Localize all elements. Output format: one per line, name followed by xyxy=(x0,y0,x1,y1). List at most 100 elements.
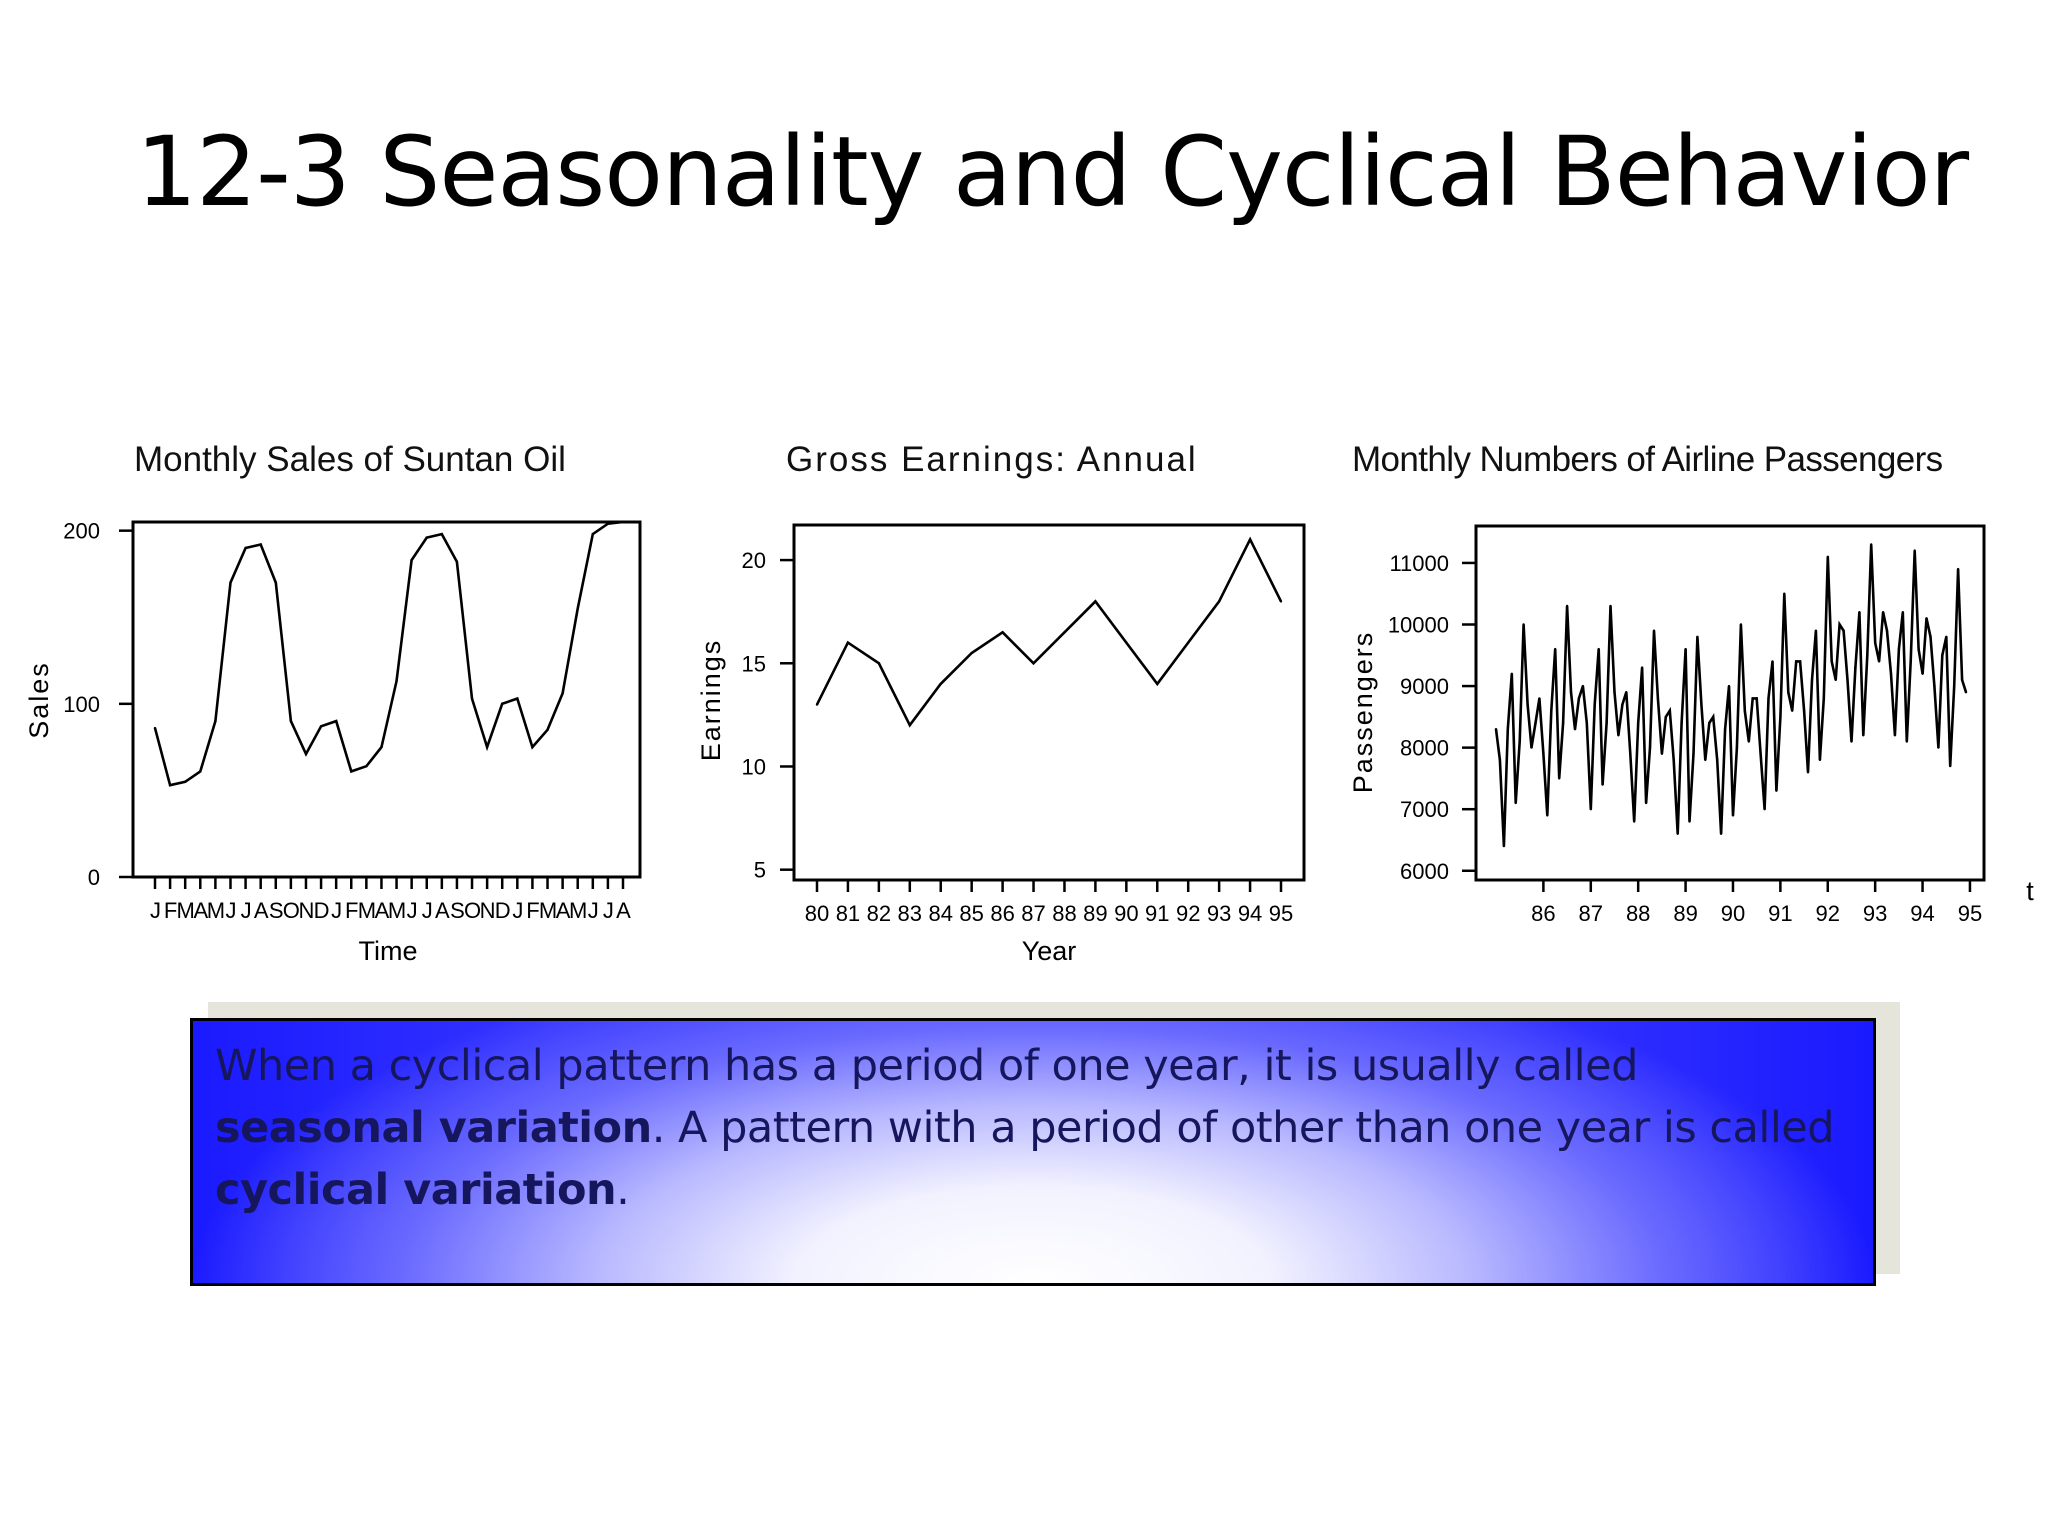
x-tick-label: J xyxy=(407,898,417,923)
data-point xyxy=(1941,654,1944,657)
y-tick-label: 10 xyxy=(742,754,766,779)
data-point xyxy=(621,520,625,524)
data-point xyxy=(1565,604,1569,608)
data-point xyxy=(1795,660,1798,663)
x-tick-label: A xyxy=(375,898,390,923)
data-point xyxy=(350,770,353,773)
data-point xyxy=(1755,697,1758,700)
x-tick-label: A xyxy=(556,898,571,923)
data-point xyxy=(259,543,262,546)
x-tick-label: 82 xyxy=(867,901,891,926)
data-point xyxy=(1818,758,1822,762)
data-point xyxy=(1775,789,1778,792)
data-point xyxy=(1956,567,1960,571)
data-point xyxy=(1692,752,1695,755)
x-tick-label: J xyxy=(588,898,598,923)
data-point xyxy=(1897,647,1901,651)
data-point xyxy=(1518,740,1521,743)
x-tick-label: A xyxy=(254,898,269,923)
x-tick-label: M xyxy=(207,898,224,923)
x-tick-label: 92 xyxy=(1816,901,1840,926)
data-point xyxy=(1498,758,1502,762)
data-point xyxy=(1830,660,1833,663)
data-point xyxy=(1712,715,1715,719)
data-point xyxy=(1866,654,1869,657)
y-tick-label: 20 xyxy=(742,548,766,573)
data-point xyxy=(1617,734,1620,737)
data-point xyxy=(1814,629,1818,632)
data-point xyxy=(1573,728,1577,731)
x-tick-label: 83 xyxy=(898,901,922,926)
data-point xyxy=(1964,691,1968,694)
x-tick-label: N xyxy=(299,898,314,923)
data-point xyxy=(1842,629,1845,632)
data-point xyxy=(1502,844,1506,848)
data-point xyxy=(1613,691,1616,694)
data-point xyxy=(1676,832,1679,835)
data-point xyxy=(1743,709,1747,712)
data-point xyxy=(1937,746,1940,749)
x-tick-label: 90 xyxy=(1721,901,1745,926)
y-tick-label: 100 xyxy=(63,692,100,717)
data-point xyxy=(1960,678,1964,682)
data-point xyxy=(1945,635,1948,638)
y-tick-label: 6000 xyxy=(1400,859,1449,884)
callout-text: When a cyclical pattern has a period of … xyxy=(215,1035,1851,1221)
x-tick-label: 94 xyxy=(1238,901,1262,926)
data-point xyxy=(365,765,368,768)
data-point xyxy=(1826,555,1830,558)
data-point xyxy=(335,719,338,723)
y-tick-label: 15 xyxy=(742,651,766,676)
data-point xyxy=(1156,682,1159,686)
data-point xyxy=(1601,783,1604,786)
data-point xyxy=(1506,728,1510,731)
data-point xyxy=(1700,703,1703,706)
data-point xyxy=(1637,721,1640,725)
data-point xyxy=(1546,814,1549,817)
data-point xyxy=(304,752,308,756)
data-point xyxy=(1542,752,1545,755)
series-line xyxy=(153,520,624,787)
data-point xyxy=(1921,672,1924,675)
x-tick-label: 81 xyxy=(836,901,860,926)
data-point xyxy=(1874,641,1877,645)
term-seasonal-variation: seasonal variation xyxy=(215,1103,652,1153)
data-point xyxy=(1494,728,1498,731)
data-point xyxy=(1217,600,1221,603)
term-cyclical-variation: cyclical variation xyxy=(215,1165,617,1215)
data-point xyxy=(1279,600,1283,603)
data-point xyxy=(470,697,474,700)
data-point xyxy=(1577,697,1581,700)
x-axis-label: Year xyxy=(1022,936,1077,966)
data-point xyxy=(1514,801,1517,805)
data-point xyxy=(591,532,594,536)
data-point xyxy=(289,719,293,723)
plot-frame xyxy=(1474,524,1986,882)
data-point xyxy=(1125,641,1128,644)
x-tick-label: 91 xyxy=(1145,901,1169,926)
callout-text-part: . xyxy=(616,1165,630,1215)
data-point xyxy=(1561,721,1565,725)
data-point xyxy=(410,558,413,562)
callout-text-part: . A pattern with a period of other than … xyxy=(651,1103,1835,1153)
data-point xyxy=(1510,672,1514,675)
x-tick-label: 91 xyxy=(1768,901,1792,926)
x-tick-label: 90 xyxy=(1114,901,1138,926)
x-tick-label: O xyxy=(283,898,300,923)
x-tick-label: J xyxy=(225,898,235,923)
data-point xyxy=(1187,641,1190,644)
data-point xyxy=(1747,740,1751,743)
data-point xyxy=(153,726,157,730)
data-point xyxy=(1032,662,1035,665)
x-tick-label: J xyxy=(331,898,341,923)
x-tick-label: S xyxy=(450,898,464,923)
data-point xyxy=(561,692,564,695)
data-point xyxy=(440,532,443,536)
data-point xyxy=(1870,543,1873,546)
x-tick-label: 85 xyxy=(959,901,983,926)
chart-gross-earnings: 5 10 15 20 80 81 82 83 84 85 86 87 88 89 90 91 92 93 94 95 Y… xyxy=(696,523,1306,966)
data-point xyxy=(455,560,459,563)
data-point xyxy=(501,702,504,705)
x-axis-label: t xyxy=(2026,876,2034,906)
data-point xyxy=(1810,678,1814,682)
